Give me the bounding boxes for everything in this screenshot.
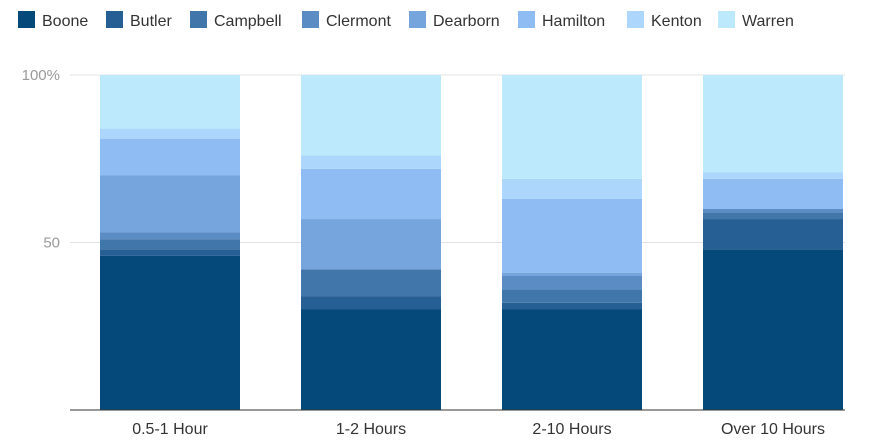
bar-segment-boone[interactable] xyxy=(703,249,843,410)
bar-segment-hamilton[interactable] xyxy=(502,198,642,273)
bar-segment-clermont[interactable] xyxy=(100,232,240,240)
bar-segment-warren[interactable] xyxy=(703,75,843,173)
bar-segment-warren[interactable] xyxy=(502,75,642,179)
bar-segment-hamilton[interactable] xyxy=(703,178,843,209)
bar-segment-clermont[interactable] xyxy=(502,276,642,290)
legend-label: Warren xyxy=(742,13,794,30)
legend-item-clermont[interactable]: Clermont xyxy=(302,11,391,30)
bar-segment-clermont[interactable] xyxy=(703,209,843,213)
legend-swatch xyxy=(106,11,123,28)
x-tick-label: 2-10 Hours xyxy=(532,421,611,438)
x-axis: 0.5-1 Hour 1-2 Hours 2-10 Hours Over 10 Hou… xyxy=(132,421,825,438)
bar-segment-campbell[interactable] xyxy=(502,289,642,303)
x-tick-label: 0.5-1 Hour xyxy=(132,421,208,438)
bar-segment-dearborn[interactable] xyxy=(502,272,642,276)
y-tick-label: 100% xyxy=(22,67,60,84)
legend-label: Hamilton xyxy=(542,13,605,30)
bar-segment-kenton[interactable] xyxy=(301,155,441,169)
bar-group-over-10-hours xyxy=(703,75,843,410)
bar-segment-boone[interactable] xyxy=(301,309,441,411)
legend-swatch xyxy=(409,11,426,28)
legend-label: Campbell xyxy=(214,13,282,30)
legend-item-campbell[interactable]: Campbell xyxy=(190,11,282,30)
bar-segment-dearborn[interactable] xyxy=(301,219,441,270)
bar-segment-dearborn[interactable] xyxy=(100,175,240,233)
legend-swatch xyxy=(190,11,207,28)
y-tick-label: 50 xyxy=(43,235,60,252)
legend: Boone Butler Campbell Clermont Dearborn Hamil… xyxy=(18,11,794,30)
legend-item-boone[interactable]: Boone xyxy=(18,11,88,30)
bar-segment-butler[interactable] xyxy=(703,219,843,250)
bar-segment-butler[interactable] xyxy=(301,296,441,310)
x-tick-label: 1-2 Hours xyxy=(336,421,406,438)
legend-label: Butler xyxy=(130,13,172,30)
bar-group-2-10-hours xyxy=(502,75,642,410)
bar-segment-campbell[interactable] xyxy=(100,239,240,250)
bar-segment-warren[interactable] xyxy=(301,75,441,156)
legend-label: Dearborn xyxy=(433,13,500,30)
bar-segment-boone[interactable] xyxy=(100,255,240,410)
bar-segment-hamilton[interactable] xyxy=(301,168,441,220)
legend-label: Boone xyxy=(42,13,88,30)
x-tick-label: Over 10 Hours xyxy=(721,421,825,438)
bar-segment-butler[interactable] xyxy=(100,249,240,256)
legend-label: Kenton xyxy=(651,13,702,30)
legend-swatch xyxy=(18,11,35,28)
plot-area xyxy=(100,75,843,410)
bar-group-1-2-hours xyxy=(301,75,441,410)
bar-segment-campbell[interactable] xyxy=(301,269,441,297)
legend-item-butler[interactable]: Butler xyxy=(106,11,172,30)
bar-group-0-5-1-hour xyxy=(100,75,240,410)
bar-segment-boone[interactable] xyxy=(502,309,642,411)
legend-item-warren[interactable]: Warren xyxy=(718,11,794,30)
legend-item-kenton[interactable]: Kenton xyxy=(627,11,702,30)
bar-segment-butler[interactable] xyxy=(502,302,642,310)
bar-segment-kenton[interactable] xyxy=(100,128,240,139)
bar-segment-kenton[interactable] xyxy=(502,178,642,199)
legend-swatch xyxy=(718,11,735,28)
legend-label: Clermont xyxy=(326,13,391,30)
bar-segment-kenton[interactable] xyxy=(703,172,843,179)
bar-segment-warren[interactable] xyxy=(100,75,240,129)
legend-swatch xyxy=(518,11,535,28)
legend-item-dearborn[interactable]: Dearborn xyxy=(409,11,500,30)
bar-segment-hamilton[interactable] xyxy=(100,138,240,176)
legend-swatch xyxy=(627,11,644,28)
legend-swatch xyxy=(302,11,319,28)
y-axis: 50 100% xyxy=(22,67,60,252)
bar-segment-campbell[interactable] xyxy=(703,212,843,220)
legend-item-hamilton[interactable]: Hamilton xyxy=(518,11,605,30)
